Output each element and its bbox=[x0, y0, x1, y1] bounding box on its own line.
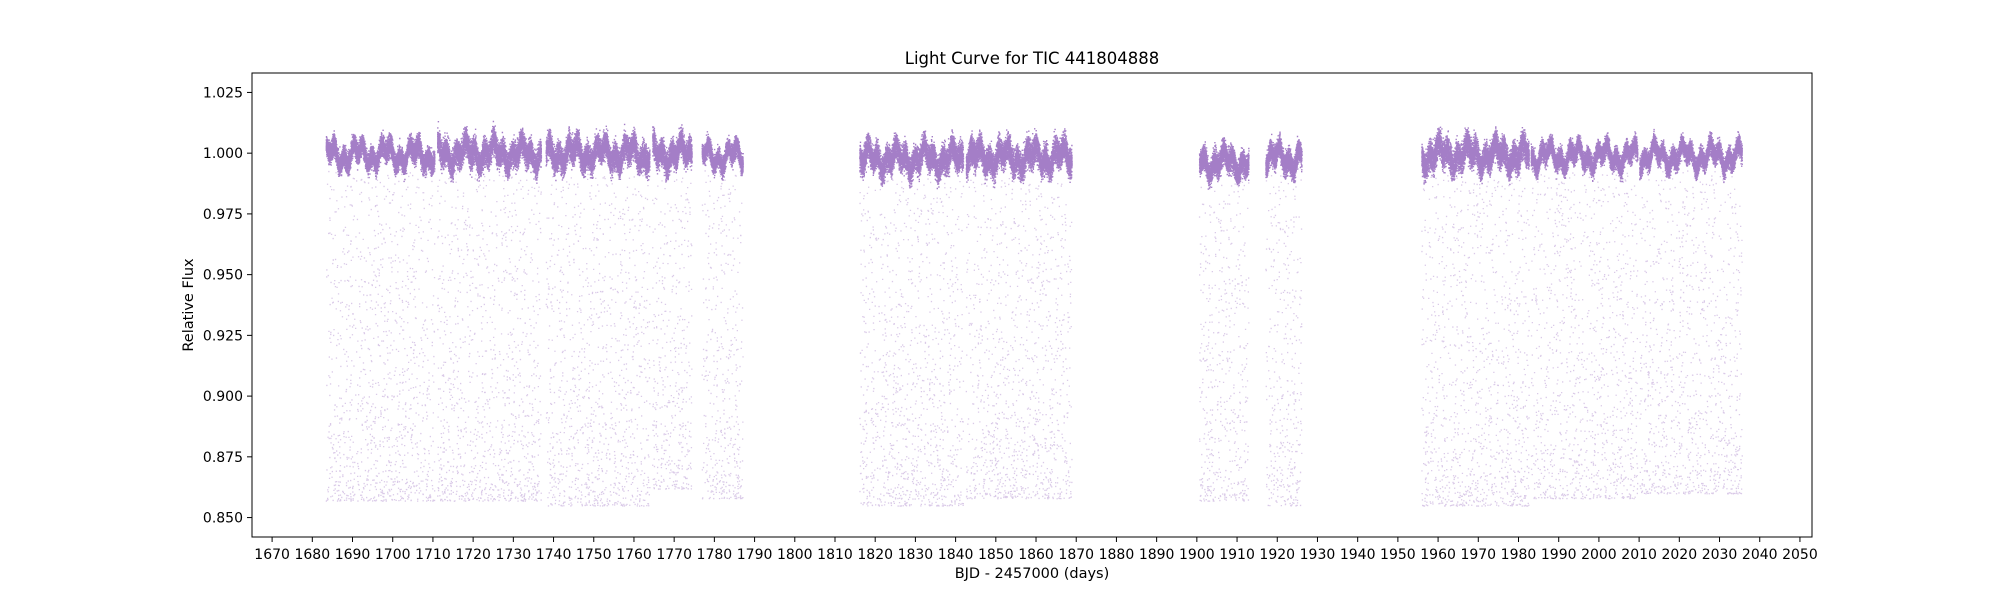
x-tick-label: 1720 bbox=[455, 547, 491, 563]
chart-title: Light Curve for TIC 441804888 bbox=[905, 49, 1159, 68]
x-tick-label: 1840 bbox=[938, 547, 974, 563]
x-tick-label: 2020 bbox=[1661, 547, 1697, 563]
x-tick-label: 1900 bbox=[1179, 547, 1215, 563]
flux-band-points bbox=[325, 129, 436, 183]
x-tick-label: 1850 bbox=[978, 547, 1014, 563]
flux-dip-points bbox=[437, 173, 542, 502]
x-tick-label: 1860 bbox=[1018, 547, 1054, 563]
x-tick-label: 1930 bbox=[1300, 547, 1336, 563]
x-tick-label: 2040 bbox=[1742, 547, 1778, 563]
x-tick-label: 1760 bbox=[616, 547, 652, 563]
flux-dip-points bbox=[1530, 172, 1639, 500]
y-tick-label: 1.025 bbox=[203, 85, 243, 101]
x-tick-label: 1990 bbox=[1541, 547, 1577, 563]
x-tick-label: 2000 bbox=[1581, 547, 1617, 563]
y-tick-label: 0.900 bbox=[203, 389, 243, 405]
x-axis: 1670 1680 1690 1700 1710 1720 1730 1740 1750 1760… bbox=[254, 537, 1818, 563]
x-tick-label: 1870 bbox=[1058, 547, 1094, 563]
flux-band-points bbox=[1198, 137, 1250, 190]
flux-band-points bbox=[545, 123, 651, 182]
flux-band-points bbox=[965, 128, 1073, 189]
x-tick-label: 1740 bbox=[536, 547, 572, 563]
y-tick-label: 1.000 bbox=[203, 146, 243, 162]
flux-band-points bbox=[1530, 131, 1639, 183]
flux-band-points bbox=[1265, 131, 1303, 184]
x-tick-label: 1940 bbox=[1340, 547, 1376, 563]
flux-band-points bbox=[701, 131, 744, 181]
x-tick-label: 1820 bbox=[857, 547, 893, 563]
x-tick-label: 2030 bbox=[1702, 547, 1738, 563]
x-tick-label: 1680 bbox=[294, 547, 330, 563]
x-tick-label: 1790 bbox=[737, 547, 773, 563]
flux-dip-points bbox=[325, 170, 436, 502]
y-axis: 0.850 0.875 0.900 0.925 0.950 0.975 1.000 1.025 bbox=[203, 85, 252, 527]
flux-band-points bbox=[437, 120, 543, 184]
x-tick-label: 1880 bbox=[1099, 547, 1135, 563]
x-tick-label: 1800 bbox=[777, 547, 813, 563]
flux-points bbox=[325, 120, 1743, 507]
x-tick-label: 1920 bbox=[1259, 547, 1295, 563]
y-tick-label: 0.950 bbox=[203, 268, 243, 284]
flux-dip-points bbox=[1421, 175, 1530, 507]
flux-band-points bbox=[1639, 128, 1743, 184]
x-tick-label: 2050 bbox=[1782, 547, 1818, 563]
flux-dip-points bbox=[1639, 170, 1743, 495]
x-tick-label: 1750 bbox=[576, 547, 612, 563]
plot-frame bbox=[251, 72, 1813, 538]
flux-dip-points bbox=[1198, 181, 1250, 502]
flux-band-points bbox=[652, 124, 693, 183]
x-tick-label: 1810 bbox=[817, 547, 853, 563]
x-tick-label: 1710 bbox=[415, 547, 451, 563]
y-tick-label: 0.850 bbox=[203, 511, 243, 527]
flux-band-points bbox=[1421, 126, 1530, 186]
flux-band-points bbox=[859, 129, 965, 190]
flux-dip-points bbox=[652, 177, 693, 490]
x-tick-label: 1950 bbox=[1380, 547, 1416, 563]
x-tick-label: 1730 bbox=[496, 547, 532, 563]
flux-dip-points bbox=[1265, 175, 1303, 507]
y-tick-label: 0.975 bbox=[203, 207, 243, 223]
x-tick-label: 1830 bbox=[898, 547, 934, 563]
x-tick-label: 1910 bbox=[1219, 547, 1255, 563]
y-tick-label: 0.875 bbox=[203, 450, 243, 466]
flux-dip-points bbox=[701, 170, 744, 500]
x-tick-label: 1980 bbox=[1501, 547, 1537, 563]
x-tick-label: 1960 bbox=[1420, 547, 1456, 563]
x-tick-label: 1780 bbox=[697, 547, 733, 563]
flux-dip-points bbox=[965, 178, 1073, 500]
y-tick-label: 0.925 bbox=[203, 328, 243, 344]
x-tick-label: 1970 bbox=[1460, 547, 1496, 563]
x-tick-label: 1770 bbox=[656, 547, 692, 563]
x-tick-label: 1890 bbox=[1139, 547, 1175, 563]
y-axis-title: Relative Flux bbox=[181, 258, 197, 352]
x-tick-label: 1670 bbox=[254, 547, 290, 563]
x-tick-label: 1700 bbox=[375, 547, 411, 563]
flux-dip-points bbox=[545, 173, 651, 507]
flux-dip-points bbox=[859, 178, 965, 507]
x-tick-label: 2010 bbox=[1621, 547, 1657, 563]
x-axis-title: BJD - 2457000 (days) bbox=[955, 566, 1110, 582]
x-tick-label: 1690 bbox=[335, 547, 371, 563]
